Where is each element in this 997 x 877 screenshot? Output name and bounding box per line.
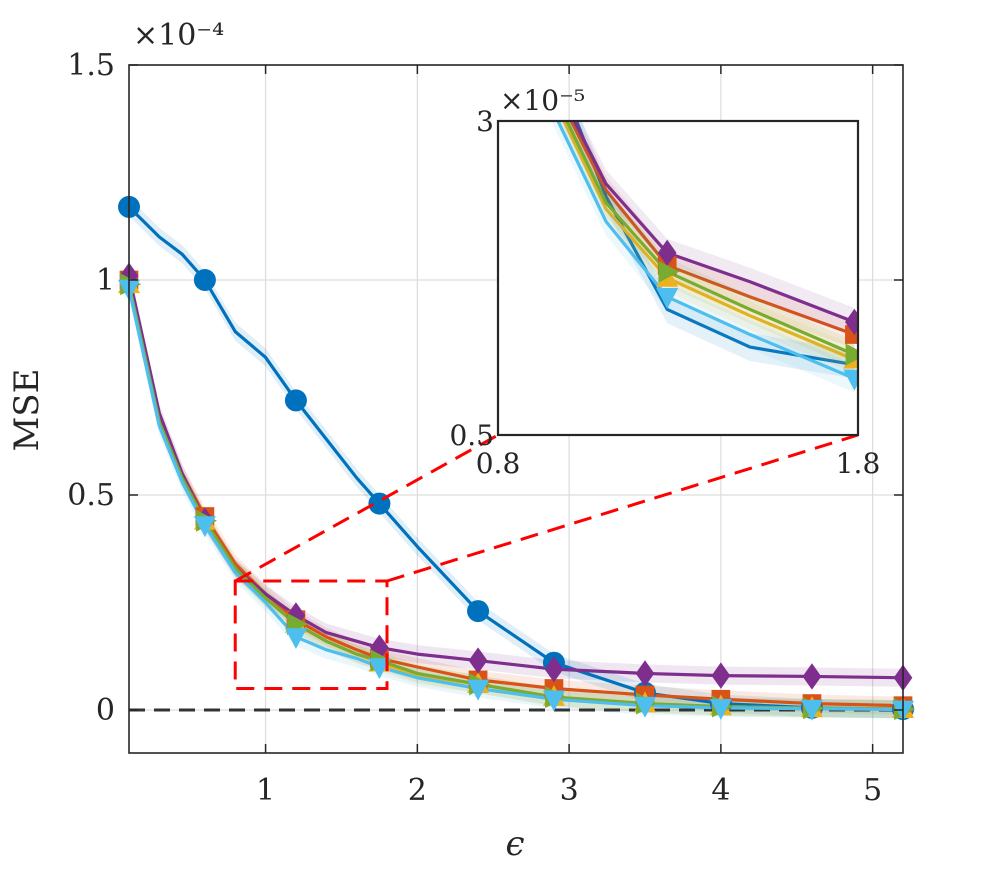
- inset-axes: 0.8 1.8 0.5 3: [449, 105, 881, 480]
- y-tick-label: 0.5: [67, 478, 115, 513]
- inset-data-point-marker: [656, 288, 679, 309]
- x-tick-label: 4: [711, 773, 730, 808]
- data-point-marker: [802, 663, 822, 690]
- zoom-indicator: [233, 433, 859, 690]
- y-tick-label: 1.5: [67, 48, 115, 83]
- y-scale-multiplier: ×10⁻⁴: [133, 18, 224, 53]
- data-point-marker: [709, 699, 732, 720]
- inset-x-tick-label: 0.8: [476, 447, 521, 480]
- inset-data-point-marker: [845, 343, 858, 366]
- data-point-marker: [368, 658, 391, 680]
- data-point-marker: [544, 655, 564, 683]
- data-point-marker: [193, 516, 216, 538]
- x-tick-label: 1: [256, 773, 275, 808]
- inset-data-point-marker: [658, 260, 680, 283]
- series-markers: [118, 195, 916, 722]
- inset-series-band: [560, 121, 855, 369]
- inset-data-point-marker: [843, 369, 858, 391]
- data-point-marker: [284, 389, 307, 412]
- series-line: [127, 283, 904, 711]
- data-point-marker: [711, 662, 731, 689]
- data-point-marker: [467, 679, 490, 701]
- plot-frame: [128, 64, 904, 754]
- data-point-marker: [193, 269, 216, 291]
- data-point-marker: [284, 628, 307, 649]
- inset-x-tick-label: 1.8: [836, 447, 881, 480]
- data-point-marker: [370, 634, 389, 661]
- zoom-connector-left: [234, 433, 499, 583]
- data-point-marker: [634, 696, 656, 718]
- axes: 1 2 3 4 5 0 0.5 1 1.5: [67, 48, 904, 808]
- zoom-box: [233, 579, 389, 690]
- data-point-marker: [467, 600, 490, 623]
- x-axis-label: ϵ: [505, 824, 524, 864]
- inset-y-scale-multiplier: ×10⁻⁵: [500, 84, 585, 117]
- data-point-marker: [635, 660, 655, 687]
- data-point-marker: [542, 690, 565, 712]
- x-tick-label: 5: [863, 773, 882, 808]
- inset-frame: [496, 119, 860, 437]
- data-point-marker: [468, 647, 488, 674]
- y-tick-label: 0: [96, 693, 115, 728]
- inset-series-band: [563, 121, 855, 349]
- inset-data-point-marker: [845, 308, 858, 336]
- x-tick-label: 2: [408, 773, 427, 808]
- y-axis-label: MSE: [7, 369, 47, 452]
- inset-y-tick-label: 3: [476, 105, 494, 138]
- inset-y-tick-label: 0.5: [449, 419, 494, 452]
- y-tick-label: 1: [96, 263, 115, 298]
- inset-data-point-marker: [657, 239, 677, 267]
- x-tick-label: 3: [560, 773, 579, 808]
- data-point-marker: [800, 699, 823, 721]
- inset-plot-area: [552, 121, 858, 393]
- inset-series-band: [567, 121, 855, 336]
